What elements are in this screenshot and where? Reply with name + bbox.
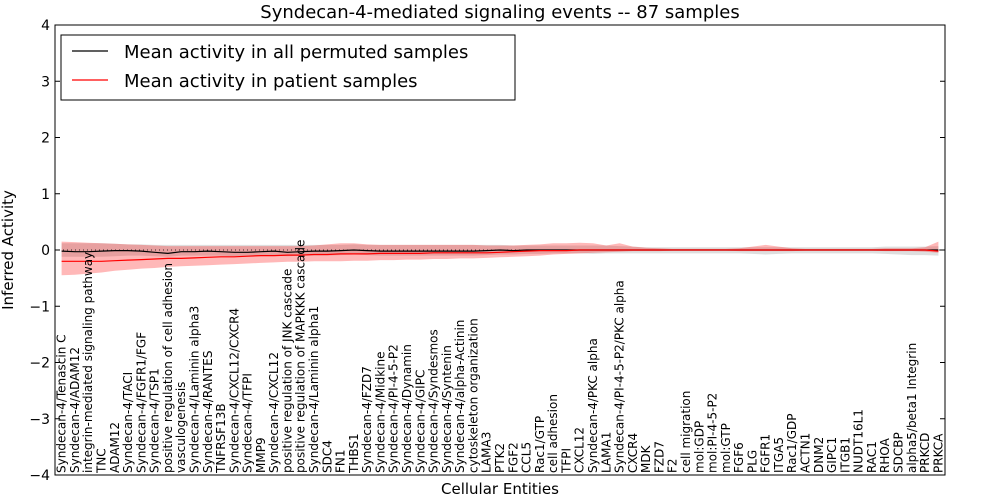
x-tick-label: RAC1 [865,441,879,473]
x-tick-label: TNFRSF13B [214,403,228,474]
x-tick-label: FGF2 [506,442,520,473]
x-tick-label: LAMA3 [480,432,494,473]
x-tick-label: ITGA5 [772,437,786,473]
y-tick-label: 4 [41,18,50,34]
x-tick-label: Syndecan-4/Midkine [373,352,387,473]
y-tick-label: 2 [41,131,50,147]
x-tick-label: positive regulation of cell adhesion [161,263,175,473]
x-tick-label: mol:GDP [692,421,706,473]
x-tick-label: cell adhesion [546,394,560,473]
x-tick-label: vasculogenesis [174,382,188,473]
x-tick-label: Syndecan-4/Syntenin [440,345,454,473]
x-axis-label: Cellular Entities [441,480,559,498]
x-tick-label: Syndecan-4/FGFR1/FGF [134,332,148,473]
x-tick-label: PRKCD [918,433,932,473]
x-tick-label: TNC [95,448,109,474]
x-tick-label: positive regulation of JNK cascade [281,269,295,473]
x-tick-label: Syndecan-4/Syndesmos [427,329,441,473]
x-tick-label: Rac1/GTP [533,416,547,473]
chart-title: Syndecan-4-mediated signaling events -- … [260,2,739,23]
x-tick-label: ADAM12 [108,422,122,473]
x-tick-label: Syndecan-4/CXCL12/CXCR4 [227,308,241,473]
y-axis-label: Inferred Activity [0,190,17,310]
x-tick-label: ACTN1 [799,433,813,473]
x-tick-label: Syndecan-4/PI-4-5-P2 [387,344,401,473]
x-tick-label: MDK [639,444,653,473]
x-tick-label: RHOA [878,437,892,473]
x-tick-label: GIPC1 [825,437,839,473]
x-tick-label: Syndecan-4/RANTES [201,351,215,473]
y-tick-label: −4 [29,468,50,484]
x-tick-label: Syndecan-4/ADAM12 [68,347,82,473]
y-tick-label: −3 [29,412,50,428]
x-tick-label: Syndecan-4/TSP1 [148,368,162,473]
x-tick-label: PTK2 [493,443,507,473]
x-tick-label: DNM2 [812,437,826,473]
x-tick-label: Syndecan-4/GIPC [413,370,427,473]
x-tick-label: FGFR1 [759,434,773,473]
x-tick-label: mol:PI-4-5-P2 [706,393,720,473]
legend-label-patient: Mean activity in patient samples [124,71,418,92]
x-tick-label: CXCR4 [626,433,640,473]
legend: Mean activity in all permuted samples Me… [60,34,516,101]
x-tick-label: Syndecan-4/PI-4-5-P2/PKC alpha [613,280,627,473]
legend-box [60,34,516,101]
x-tick-label: alpha5/beta1 Integrin [905,343,919,473]
x-tick-label: positive regulation of MAPKKK cascade [294,240,308,473]
legend-label-permuted: Mean activity in all permuted samples [124,42,468,63]
x-tick-label: THBS1 [347,433,361,474]
y-tick-label: −1 [29,299,50,315]
x-tick-label: F2 [666,458,680,473]
y-tick-label: 3 [41,74,50,90]
x-tick-label: PLG [745,450,759,473]
x-tick-label: ITGB1 [838,437,852,473]
x-tick-label: Syndecan-4/Laminin alpha3 [188,306,202,473]
x-tick-label: cytoskeleton organization [466,318,480,473]
x-tick-label: Rac1/GDP [785,414,799,473]
x-tick-label: Syndecan-4/TACI [121,372,135,473]
x-tick-label: TFPI [559,448,573,474]
x-tick-label: FGF6 [732,442,746,473]
x-tick-label: SDC4 [320,440,334,473]
x-tick-label: Syndecan-4/TFPI [241,373,255,473]
x-tick-label: Syndecan-4/FZD7 [360,366,374,473]
x-tick-label: Syndecan-4/Laminin alpha1 [307,306,321,473]
x-tick-label: Syndecan-4/CXCL12 [267,352,281,473]
x-tick-label: Syndecan-4/Dynamin [400,344,414,473]
x-tick-label: MMP9 [254,437,268,473]
x-tick-label: cell migration [679,391,693,473]
x-tick-label: Syndecan-4/alpha-Actinin [453,320,467,473]
x-tick-label: mol:GTP [719,423,733,473]
x-tick-label: LAMA1 [599,432,613,473]
y-tick-label: 0 [41,243,50,259]
x-tick-label: FN1 [334,449,348,473]
y-tick-label: −2 [29,356,50,372]
x-tick-label: Syndecan-4/PKC alpha [586,338,600,473]
x-tick-label: SDCBP [892,432,906,473]
x-tick-label: CXCL12 [573,427,587,473]
x-tick-label: integrin-mediated signaling pathway [81,252,95,473]
x-tick-label: FZD7 [652,441,666,473]
x-tick-label: Syndecan-4/Tenascin C [55,334,69,473]
x-tick-label: CCL5 [520,442,534,473]
x-tick-label: NUDT16L1 [852,409,866,473]
y-tick-label: 1 [41,187,50,203]
series-line-patient [61,249,939,262]
x-tick-label: PRKCA [931,433,945,473]
